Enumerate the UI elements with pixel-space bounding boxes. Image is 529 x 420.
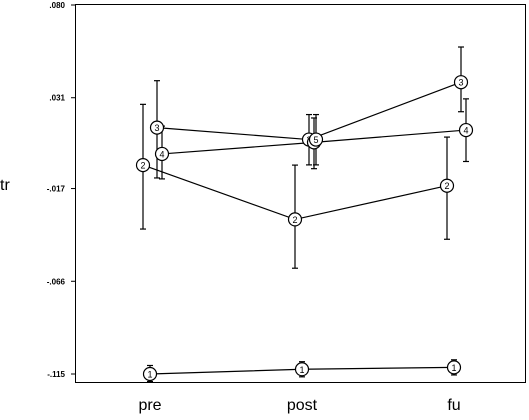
svg-text:3: 3 (458, 78, 463, 88)
svg-text:1: 1 (299, 365, 304, 375)
svg-text:5: 5 (313, 135, 318, 145)
data-point-marker: 4 (154, 146, 170, 162)
svg-text:4: 4 (159, 149, 164, 159)
x-tick-label: fu (447, 397, 460, 414)
y-tick-label: -.066 (47, 277, 66, 286)
y-tick-label: -.017 (47, 185, 66, 194)
y-axis-ticks: .080 .031 -.017 -.066 -.115 (47, 1, 75, 379)
data-point-marker: 1 (142, 366, 158, 382)
x-axis-ticks: pre post fu (138, 397, 460, 414)
svg-text:2: 2 (292, 215, 297, 225)
x-tick-label: pre (138, 397, 161, 414)
y-tick-label: .031 (49, 94, 65, 103)
svg-text:2: 2 (140, 161, 145, 171)
data-point-marker: 2 (439, 178, 455, 193)
markers: 1112223334445 (135, 75, 474, 382)
svg-text:3: 3 (154, 123, 159, 133)
plot-frame (75, 4, 526, 383)
y-tick-label: .080 (49, 1, 65, 10)
svg-text:1: 1 (147, 370, 152, 380)
y-tick-label: -.115 (47, 370, 65, 379)
data-point-marker: 5 (308, 132, 324, 147)
data-point-marker: 1 (294, 362, 310, 377)
series-lines (142, 81, 467, 375)
data-point-marker: 1 (446, 360, 462, 375)
svg-text:4: 4 (463, 126, 468, 136)
y-axis-title: tr (0, 177, 10, 194)
data-point-marker: 4 (458, 122, 474, 138)
data-point-marker: 3 (149, 120, 165, 135)
data-point-marker: 2 (135, 157, 151, 173)
svg-text:2: 2 (444, 181, 449, 191)
data-point-marker: 3 (453, 75, 469, 90)
data-point-marker: 2 (287, 212, 303, 227)
x-tick-label: post (287, 397, 318, 414)
svg-text:1: 1 (451, 363, 456, 373)
